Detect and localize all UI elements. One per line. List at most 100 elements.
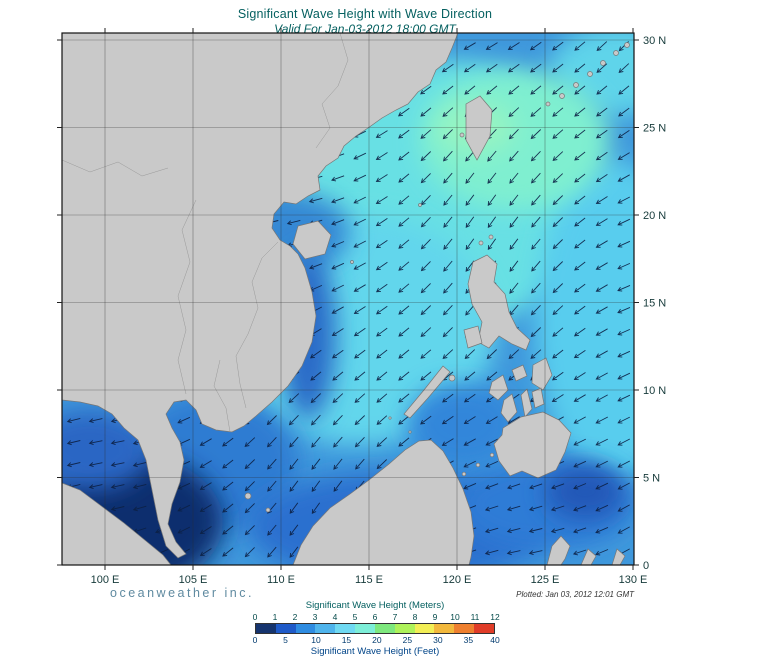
wave-direction-arrow [617, 504, 630, 512]
wave-direction-arrow [420, 415, 432, 425]
wave-direction-arrow [552, 349, 564, 359]
wave-direction-arrow [331, 219, 345, 226]
wave-direction-arrow [531, 238, 541, 250]
legend-meters-tick: 4 [332, 612, 338, 622]
wave-direction-arrow [443, 282, 453, 294]
wave-direction-arrow [398, 393, 410, 403]
wave-direction-arrow [420, 151, 432, 162]
wave-direction-arrow [464, 85, 476, 95]
wave-direction-arrow [465, 304, 475, 316]
oceanweather-logo: oceanweather inc. [110, 586, 254, 600]
legend-feet-tick: 25 [402, 635, 413, 645]
land-hainan [292, 220, 332, 260]
wave-direction-arrow [442, 349, 454, 360]
wave-direction-arrow [595, 306, 608, 314]
wave-direction-arrow [199, 438, 212, 446]
wave-direction-arrow [595, 262, 608, 270]
legend-meters-tick: 11 [470, 612, 480, 622]
island-sulu [489, 452, 495, 458]
wave-direction-arrow [331, 349, 344, 359]
lon-tick-label: 100 E [91, 574, 120, 586]
island-babuyan [488, 234, 494, 240]
wave-direction-arrow [333, 480, 343, 492]
island-ryukyu [600, 60, 606, 66]
wave-direction-arrow [244, 547, 255, 558]
wave-direction-arrow [398, 261, 410, 271]
wave-direction-arrow [333, 458, 343, 470]
wave-direction-arrow [485, 438, 499, 446]
wave-direction-arrow [509, 238, 519, 250]
wave-direction-arrow [574, 305, 586, 315]
land-taiwan [465, 95, 493, 161]
wave-direction-arrow [509, 194, 519, 206]
legend-color-segment [335, 624, 356, 633]
wave-direction-arrow [617, 240, 631, 248]
wave-direction-arrow [66, 440, 81, 446]
wave-direction-arrow [485, 460, 499, 468]
wave-direction-arrow [617, 526, 630, 534]
wave-direction-arrow [484, 549, 499, 556]
wave-direction-arrow [376, 437, 388, 448]
wave-direction-arrow [552, 151, 564, 162]
wave-direction-arrow [177, 416, 191, 424]
wave-direction-arrow [443, 216, 453, 228]
wave-direction-arrow [574, 107, 586, 117]
wave-direction-arrow [289, 480, 299, 492]
island-spratly [388, 416, 392, 420]
lat-tick-label: 25 N [643, 123, 666, 135]
wave-direction-arrow [530, 150, 541, 162]
wave-direction-arrow [443, 238, 453, 250]
wave-direction-arrow [465, 238, 475, 251]
land-sulawesi [546, 535, 571, 565]
land-sumatra [62, 482, 172, 565]
wave-direction-arrow [485, 416, 498, 424]
wave-direction-arrow [376, 393, 388, 403]
country-border [213, 359, 231, 433]
land-asia-mainland [62, 33, 459, 559]
wave-direction-arrow [311, 480, 321, 493]
wave-direction-arrow [617, 218, 631, 226]
wave-direction-arrow [375, 130, 388, 138]
wave-direction-arrow [617, 482, 630, 490]
wave-direction-arrow [420, 305, 432, 316]
country-border [62, 159, 169, 177]
wave-direction-arrow [222, 503, 234, 513]
legend-feet-tick: 10 [311, 635, 321, 645]
land-samar [531, 357, 553, 391]
wave-direction-arrow [332, 393, 344, 404]
legend-color-segment [275, 624, 296, 633]
wave-direction-arrow [375, 174, 388, 182]
wave-direction-arrow [595, 218, 608, 226]
wave-direction-arrow [595, 504, 609, 512]
plotted-timestamp: Plotted: Jan 03, 2012 12:01 GMT [516, 590, 634, 599]
wave-direction-arrow [573, 394, 586, 402]
lat-tick-label: 15 N [643, 298, 666, 310]
lat-tick-label: 30 N [643, 35, 666, 47]
wave-direction-arrow [528, 505, 543, 512]
island [459, 132, 465, 138]
wave-direction-arrow [331, 262, 345, 270]
map-frame [61, 32, 635, 566]
wave-direction-arrow [530, 172, 541, 184]
wave-direction-arrow [398, 327, 410, 337]
wave-direction-arrow [177, 526, 191, 534]
wave-direction-arrow [354, 415, 366, 426]
wave-direction-arrow [376, 349, 388, 359]
legend-meters-tick: 3 [312, 612, 318, 622]
wave-direction-arrow [353, 262, 366, 270]
wave-direction-arrow [509, 150, 519, 162]
legend-feet-tick: 5 [283, 635, 288, 645]
wave-direction-arrow [88, 418, 103, 424]
wave-direction-arrow [552, 173, 564, 184]
wave-direction-arrow [552, 239, 563, 250]
wave-direction-arrow [66, 417, 81, 424]
land-negros [500, 393, 518, 423]
wave-direction-arrow [487, 172, 497, 184]
island-calamian [448, 374, 456, 382]
wave-direction-arrow [617, 152, 630, 160]
wave-direction-arrow [376, 371, 388, 381]
wave-direction-arrow [353, 240, 367, 248]
wave-direction-arrow [244, 503, 255, 514]
wave-direction-arrow [529, 483, 543, 490]
legend-color-segment [394, 624, 415, 633]
